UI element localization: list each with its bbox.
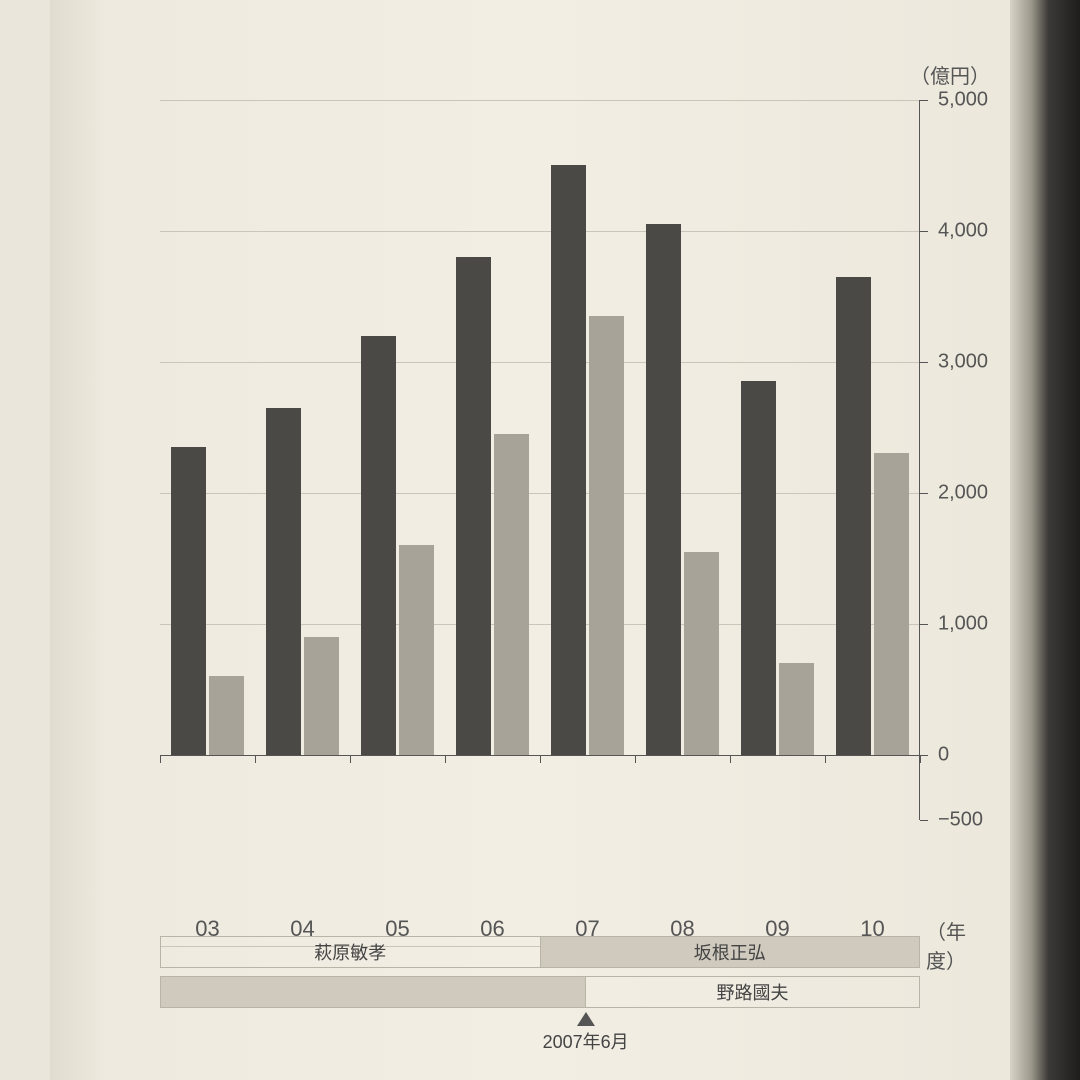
x-tick — [635, 755, 636, 763]
bar-light — [779, 663, 813, 755]
x-tick — [540, 755, 541, 763]
timeline-row: 野路國夫 — [160, 976, 920, 1008]
bar-dark — [646, 224, 680, 754]
y-axis-line — [919, 100, 920, 820]
x-tick — [445, 755, 446, 763]
x-tick — [730, 755, 731, 763]
bar-dark — [551, 165, 585, 754]
triangle-icon — [577, 1012, 595, 1026]
y-axis-unit: （億円） — [910, 60, 990, 89]
plot-area: −50001,0002,0003,0004,0005,0000304050607… — [160, 100, 920, 820]
bar-light — [684, 552, 718, 755]
x-tick — [825, 755, 826, 763]
bar-light — [494, 434, 528, 755]
y-tick-label: 5,000 — [938, 89, 988, 112]
bar-dark — [361, 336, 395, 755]
x-tick — [920, 755, 921, 763]
y-tick — [920, 755, 928, 756]
y-tick — [920, 624, 928, 625]
y-tick-label: 2,000 — [938, 481, 988, 504]
x-tick — [255, 755, 256, 763]
x-tick — [350, 755, 351, 763]
timeline-segment: 萩原敏孝 — [161, 937, 540, 967]
gridline — [160, 100, 920, 101]
y-tick-label: 3,000 — [938, 350, 988, 373]
book-edge-shadow — [1010, 0, 1080, 1080]
y-tick-label: 4,000 — [938, 219, 988, 242]
bar-dark — [741, 381, 775, 754]
timeline-marker-label: 2007年6月 — [543, 1028, 629, 1054]
x-axis-title: （年度） — [926, 916, 966, 974]
bar-light — [304, 637, 338, 755]
bar-chart: （億円） −50001,0002,0003,0004,0005,00003040… — [160, 100, 920, 820]
bar-dark — [266, 408, 300, 755]
bar-dark — [171, 447, 205, 755]
y-tick-label: 0 — [938, 743, 949, 766]
bar-light — [874, 453, 908, 754]
timeline-marker: 2007年6月 — [543, 1012, 629, 1054]
y-tick-label: −500 — [938, 809, 983, 832]
y-tick — [920, 100, 928, 101]
y-tick — [920, 231, 928, 232]
timeline-segment — [161, 977, 585, 1007]
bar-dark — [836, 277, 870, 755]
y-tick-label: 1,000 — [938, 612, 988, 635]
x-tick — [160, 755, 161, 763]
bar-dark — [456, 257, 490, 754]
timeline-segment: 坂根正弘 — [540, 937, 920, 967]
y-tick — [920, 362, 928, 363]
leadership-timeline: 萩原敏孝坂根正弘野路國夫2007年6月 — [160, 936, 920, 1016]
bar-light — [589, 316, 623, 755]
timeline-segment: 野路國夫 — [585, 977, 919, 1007]
timeline-row: 萩原敏孝坂根正弘 — [160, 936, 920, 968]
gridline — [160, 231, 920, 232]
gridline — [160, 362, 920, 363]
bar-light — [399, 545, 433, 754]
bar-light — [209, 676, 243, 755]
y-tick — [920, 820, 928, 821]
y-tick — [920, 493, 928, 494]
